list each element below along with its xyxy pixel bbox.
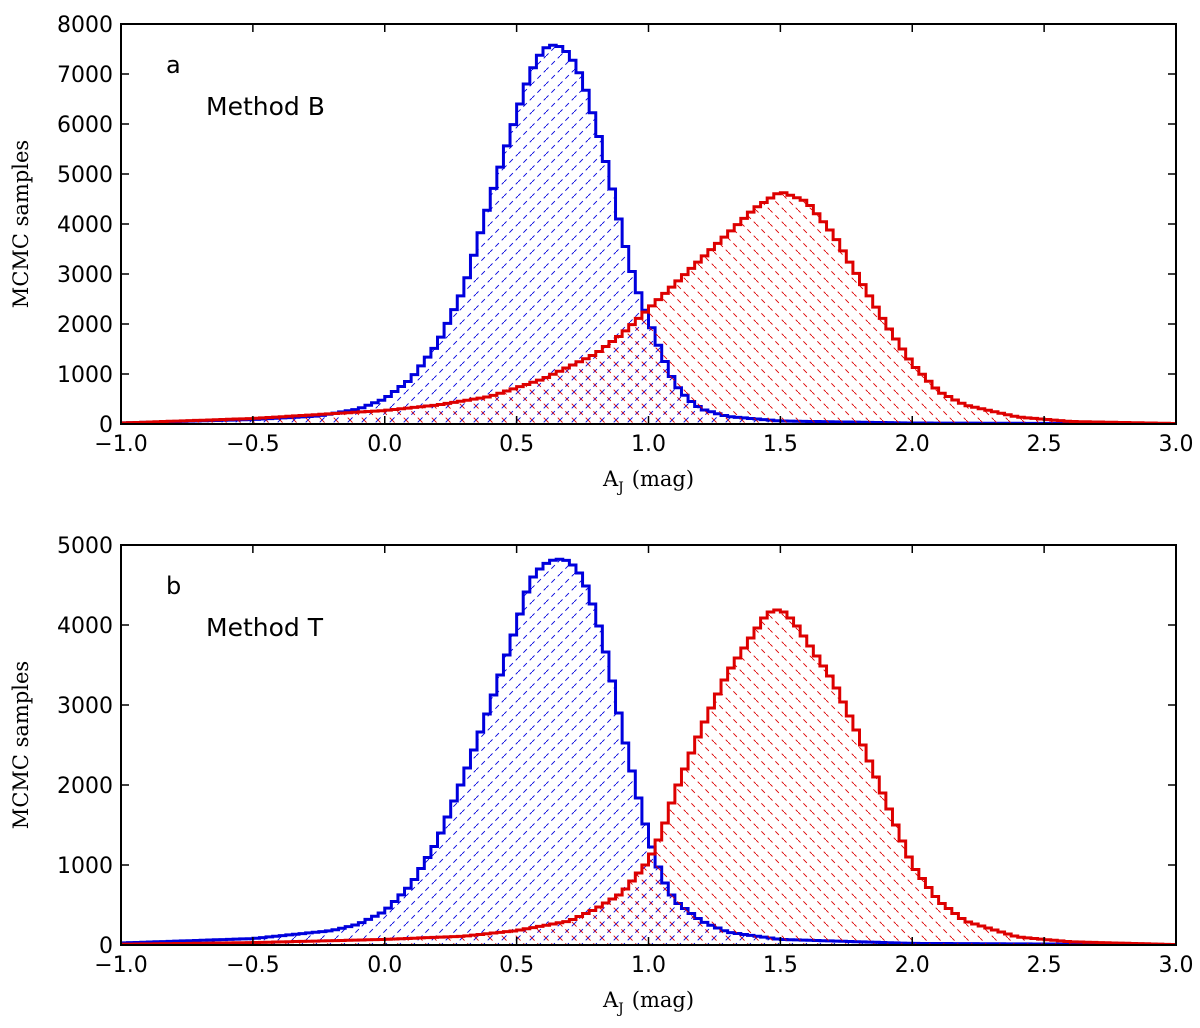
series-red [121,608,1176,945]
x-axis-label: AJ (mag) [602,988,694,1017]
series-red [121,191,1176,424]
y-tick-label: 4000 [57,614,113,639]
y-tick-label: 4000 [57,213,113,238]
x-tick-label: −0.5 [226,432,279,457]
series-red-outline [121,191,1176,424]
series-red-hatch-fill [121,610,1176,945]
y-axis-label: MCMC samples [9,140,33,308]
method-annotation: Method B [206,92,325,121]
x-tick-label: 2.0 [895,953,930,978]
x-tick-label: 1.0 [631,432,666,457]
x-axis-label-unit: (mag) [632,988,694,1012]
x-axis-label-sub: J [616,480,624,496]
x-tick-label: 2.5 [1027,953,1062,978]
y-tick-label: 2000 [57,774,113,799]
panel-label: b [166,572,181,600]
x-tick-label: 3.0 [1159,953,1194,978]
y-tick-label: 7000 [57,63,113,88]
y-tick-label: 0 [99,934,113,959]
y-axis-label: MCMC samples [9,661,33,829]
y-tick-label: 6000 [57,113,113,138]
x-axis-label-unit: (mag) [632,467,694,491]
panel-label: a [166,51,181,79]
y-tick-label: 0 [99,413,113,438]
method-annotation: Method T [206,613,324,642]
series-red-outline [121,608,1176,945]
x-tick-label: 0.0 [367,432,402,457]
y-tick-label: 3000 [57,263,113,288]
panel-a: −1.0 −0.5 0.0 0.5 1.0 1.5 2.0 2.5 3.0 0 1000 2000 30… [9,13,1194,496]
x-tick-label: −0.5 [226,953,279,978]
y-tick-label: 5000 [57,534,113,559]
x-tick-label: 1.5 [763,953,798,978]
y-tick-label: 1000 [57,854,113,879]
x-tick-label: 2.0 [895,432,930,457]
y-tick-label: 8000 [57,13,113,38]
y-tick-label: 3000 [57,694,113,719]
x-axis-label: AJ (mag) [602,467,694,496]
x-tick-label: 1.0 [631,953,666,978]
x-tick-label: 2.5 [1027,432,1062,457]
x-axis-label-sub: J [616,1001,624,1017]
x-axis-label-main: A [602,467,619,491]
x-tick-label: −1.0 [94,953,147,978]
y-tick-label: 1000 [57,363,113,388]
x-axis-label-main: A [602,988,619,1012]
x-tick-label: 0.5 [499,953,534,978]
x-tick-label: 0.0 [367,953,402,978]
y-tick-label: 2000 [57,313,113,338]
x-tick-label: 0.5 [499,432,534,457]
x-tick-label: 1.5 [763,432,798,457]
panel-b: −1.0 −0.5 0.0 0.5 1.0 1.5 2.0 2.5 3.0 0 1000 2000 30… [9,534,1194,1017]
y-tick-label: 5000 [57,163,113,188]
x-tick-label: −1.0 [94,432,147,457]
x-tick-label: 3.0 [1159,432,1194,457]
